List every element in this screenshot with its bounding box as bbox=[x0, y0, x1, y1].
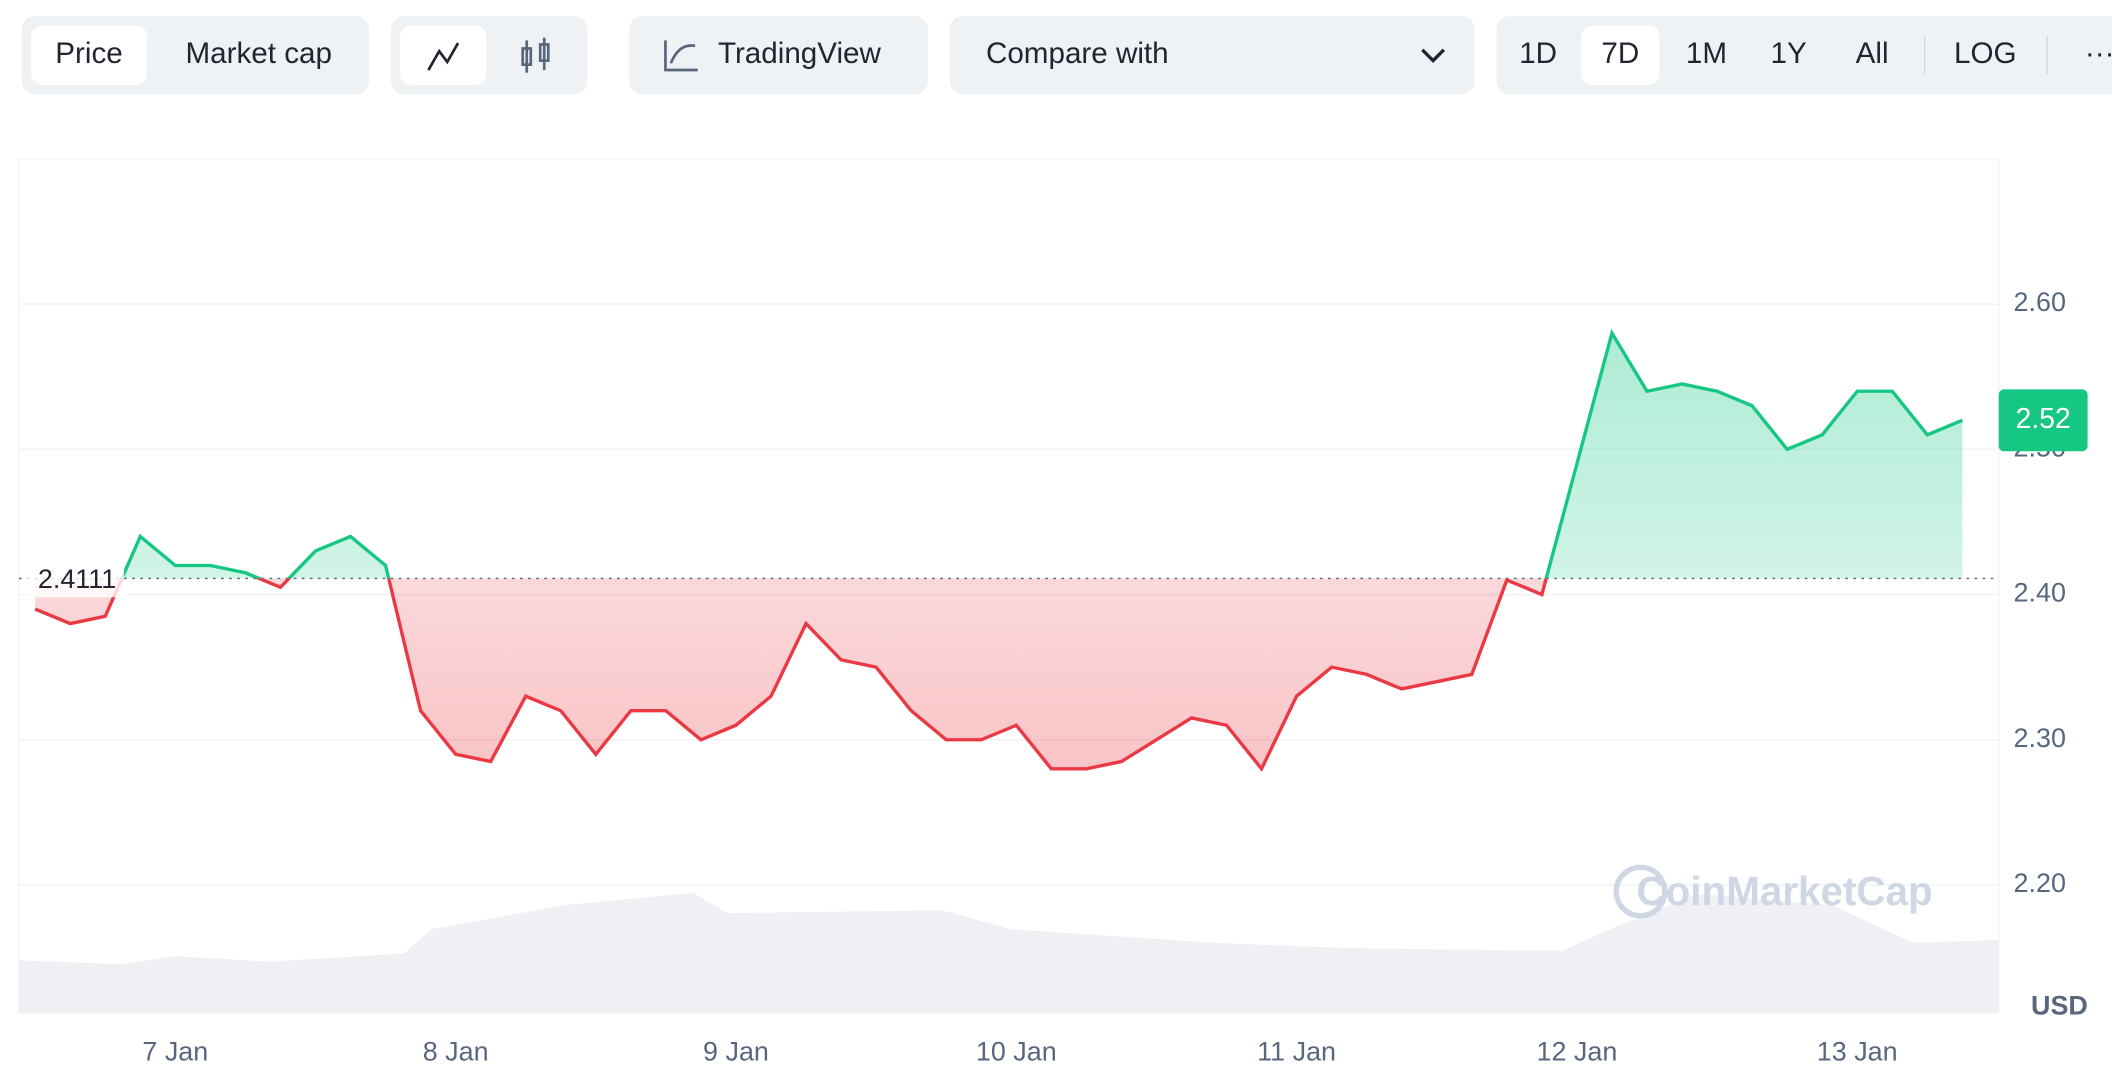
chevron bbox=[1421, 48, 1446, 63]
compare-select[interactable] bbox=[949, 16, 1475, 95]
baseline-label-bg bbox=[27, 559, 125, 598]
candle-icon[interactable] bbox=[521, 37, 550, 73]
y-tick-label: 2.20 bbox=[2014, 868, 2066, 898]
x-tick-label: 10 Jan bbox=[976, 1036, 1057, 1066]
line-icon bbox=[427, 42, 460, 71]
area-up bbox=[35, 333, 1963, 579]
x-tick-label: 13 Jan bbox=[1817, 1036, 1898, 1066]
view-active bbox=[31, 25, 147, 85]
price-line-up bbox=[120, 328, 1963, 579]
last-price-tag bbox=[1998, 389, 2088, 452]
compare-label: Compare with bbox=[986, 37, 1169, 70]
x-tick-label: 7 Jan bbox=[142, 1036, 208, 1066]
range-active bbox=[1581, 25, 1660, 85]
watermark-logo bbox=[1613, 864, 1668, 919]
x-tick-label: 8 Jan bbox=[423, 1036, 489, 1066]
range-btn[interactable]: All bbox=[1856, 37, 1889, 70]
x-tick-label: 11 Jan bbox=[1257, 1036, 1336, 1066]
toolbar: Price Market cap TradingView Compare wit… bbox=[21, 16, 2112, 95]
y-unit: USD bbox=[2031, 990, 2088, 1020]
y-tick-label: 2.40 bbox=[2014, 578, 2066, 608]
volume-area bbox=[19, 892, 1999, 1013]
range-btn[interactable]: 1Y bbox=[1771, 37, 1807, 70]
range-btn[interactable]: 1D bbox=[1519, 37, 1557, 70]
price-line-down bbox=[34, 578, 1548, 772]
range-btn[interactable]: 1M bbox=[1686, 37, 1727, 70]
log-btn[interactable]: LOG bbox=[1954, 37, 2017, 70]
x-tick-label: 12 Jan bbox=[1536, 1036, 1617, 1066]
x-tick-label: 9 Jan bbox=[703, 1036, 769, 1066]
range-btn[interactable]: 7D bbox=[1601, 37, 1639, 70]
tradingview-label: TradingView bbox=[718, 37, 882, 70]
tv-icon bbox=[664, 40, 698, 72]
last-price: 2.52 bbox=[2016, 402, 2071, 434]
more-btn[interactable]: ··· bbox=[2085, 37, 2112, 70]
price-tab[interactable]: Price bbox=[55, 37, 122, 70]
y-tick-label: 2.60 bbox=[2014, 287, 2066, 317]
watermark: CoinMarketCap bbox=[1636, 868, 1932, 914]
baseline-label: 2.4111 bbox=[38, 564, 116, 594]
market-cap-tab[interactable]: Market cap bbox=[185, 37, 331, 70]
area-down bbox=[35, 578, 1547, 769]
tradingview-btn[interactable] bbox=[629, 16, 929, 95]
y-tick-label: 2.30 bbox=[2014, 723, 2066, 753]
